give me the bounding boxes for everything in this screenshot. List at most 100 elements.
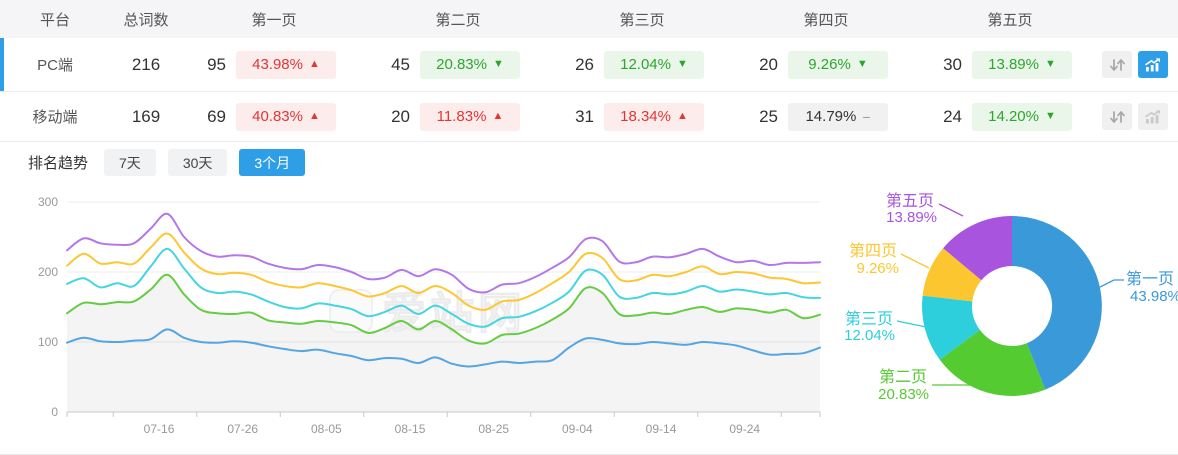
- page3-pct-badge: 12.04% ▼: [604, 50, 704, 79]
- trend-chart-button[interactable]: [1138, 103, 1168, 130]
- trend-arrow-icon: ▲: [676, 109, 688, 122]
- trend-chart-icon: [1145, 57, 1160, 71]
- page4-cell: 20 9.26% ▼: [734, 50, 918, 79]
- donut-label-name: 第二页: [879, 368, 927, 386]
- table-row-mobile[interactable]: 移动端 169 69 40.83% ▲ 20 11.83% ▲ 31 18.34% ▲…: [0, 92, 1178, 142]
- trend-arrow-icon: −: [862, 108, 871, 125]
- trend-arrow-icon: ▼: [1044, 109, 1056, 122]
- page4-count: 25: [759, 106, 778, 126]
- page1-count: 69: [207, 106, 226, 126]
- trend-arrow-icon: ▼: [492, 57, 504, 70]
- page2-cell: 20 11.83% ▲: [366, 102, 550, 131]
- page2-pct-badge: 20.83% ▼: [420, 50, 520, 79]
- col-page-1: 第一页: [251, 11, 297, 29]
- page3-pct-badge: 18.34% ▲: [604, 102, 704, 131]
- donut-slice-第三页: [921, 295, 980, 360]
- page2-pct-badge: 11.83% ▲: [420, 102, 520, 131]
- tab-7-days[interactable]: 7天: [104, 149, 156, 176]
- svg-text:300: 300: [38, 195, 58, 209]
- page3-cell: 31 18.34% ▲: [550, 102, 734, 131]
- donut-label-name: 第四页: [849, 242, 897, 260]
- donut-label-pct: 12.04%: [844, 327, 895, 344]
- tab-30-days[interactable]: 30天: [167, 149, 228, 176]
- svg-text:08-15: 08-15: [395, 422, 426, 436]
- series-第四页: [66, 232, 821, 311]
- svg-text:08-05: 08-05: [311, 422, 342, 436]
- page1-cell: 95 43.98% ▲: [182, 50, 366, 79]
- label-leader-第四页: [900, 253, 930, 269]
- trend-chart-button[interactable]: [1138, 51, 1168, 78]
- donut-label-pct: 13.89%: [886, 209, 937, 226]
- svg-text:09-14: 09-14: [646, 422, 677, 436]
- trend-arrow-icon: ▲: [492, 109, 504, 122]
- donut-slice-第四页: [922, 248, 982, 302]
- page2-count: 20: [391, 106, 410, 126]
- svg-text:08-25: 08-25: [478, 422, 509, 436]
- label-leader-第一页: [1091, 279, 1124, 292]
- col-page-2: 第二页: [435, 11, 481, 29]
- svg-text:200: 200: [38, 265, 58, 279]
- table-row-pc[interactable]: PC端 216 95 43.98% ▲ 45 20.83% ▼ 26 12.04% ▼…: [0, 38, 1178, 92]
- page5-count: 24: [943, 106, 962, 126]
- donut-label-pct: 20.83%: [878, 386, 929, 403]
- donut-slice-第一页: [1012, 216, 1102, 390]
- sort-updown-button[interactable]: [1102, 51, 1132, 78]
- donut-label-name: 第一页: [1126, 270, 1174, 288]
- page4-cell: 25 14.79% −: [734, 102, 918, 131]
- trend-arrow-icon: ▼: [676, 57, 688, 70]
- trend-chart-icon: [1145, 109, 1160, 123]
- page5-cell: 30 13.89% ▼: [918, 50, 1102, 79]
- page1-count: 95: [207, 54, 226, 74]
- page3-count: 31: [575, 106, 594, 126]
- row-actions: [1102, 51, 1178, 78]
- page5-count: 30: [943, 54, 962, 74]
- page4-count: 20: [759, 54, 778, 74]
- page1-pct-badge: 43.98% ▲: [236, 50, 336, 79]
- donut-label-pct: 43.98%: [1130, 288, 1178, 305]
- page4-pct-badge: 9.26% ▼: [788, 50, 888, 79]
- donut-slice-第五页: [943, 216, 1012, 281]
- updown-arrows-icon: [1109, 58, 1125, 71]
- svg-text:07-16: 07-16: [144, 422, 175, 436]
- sort-updown-button[interactable]: [1102, 103, 1132, 130]
- trend-arrow-icon: ▲: [308, 57, 320, 70]
- platform-name: PC端: [37, 57, 73, 74]
- page4-pct-badge: 14.79% −: [788, 102, 888, 131]
- rank-trend-line-chart[interactable]: 爱站网 0 100 200 300 07-16 07-26 08-05 08-15 08-25 09…: [0, 190, 830, 454]
- donut-label-name: 第三页: [845, 310, 893, 328]
- trend-arrow-icon: ▼: [856, 57, 868, 70]
- trend-arrow-icon: ▼: [1044, 57, 1056, 70]
- svg-text:0: 0: [51, 405, 58, 419]
- table-header-row: 平台 总词数 第一页 第二页 第三页 第四页 第五页: [0, 0, 1178, 38]
- donut-label-pct: 9.26%: [856, 260, 899, 277]
- page1-pct-badge: 40.83% ▲: [236, 102, 336, 131]
- page5-pct-badge: 14.20% ▼: [972, 102, 1072, 131]
- rank-table: 平台 总词数 第一页 第二页 第三页 第四页 第五页 PC端 216 95 43…: [0, 0, 1178, 142]
- series-第一页: [66, 328, 821, 368]
- trend-title: 排名趋势: [28, 155, 89, 172]
- watermark: 爱站网: [329, 289, 523, 339]
- row-actions: [1102, 103, 1178, 130]
- page2-cell: 45 20.83% ▼: [366, 50, 550, 79]
- platform-name: 移动端: [32, 109, 78, 126]
- trend-toolbar: 排名趋势 7天 30天 3个月: [28, 149, 317, 176]
- page3-count: 26: [575, 54, 594, 74]
- donut-label-name: 第五页: [886, 192, 934, 210]
- page3-cell: 26 12.04% ▼: [550, 50, 734, 79]
- trend-arrow-icon: ▲: [308, 109, 320, 122]
- page5-pct-badge: 13.89% ▼: [972, 50, 1072, 79]
- tab-3-months[interactable]: 3个月: [239, 149, 306, 176]
- svg-text:100: 100: [38, 335, 58, 349]
- total-words-value: 169: [131, 106, 161, 126]
- col-page-3: 第三页: [619, 11, 665, 29]
- col-platform: 平台: [39, 11, 70, 29]
- svg-text:09-24: 09-24: [729, 422, 760, 436]
- total-words-value: 216: [131, 54, 161, 74]
- label-leader-第三页: [896, 320, 927, 328]
- series-第五页: [66, 212, 821, 294]
- col-page-5: 第五页: [987, 11, 1033, 29]
- series-第二页: [66, 273, 821, 345]
- series-第三页: [66, 247, 821, 328]
